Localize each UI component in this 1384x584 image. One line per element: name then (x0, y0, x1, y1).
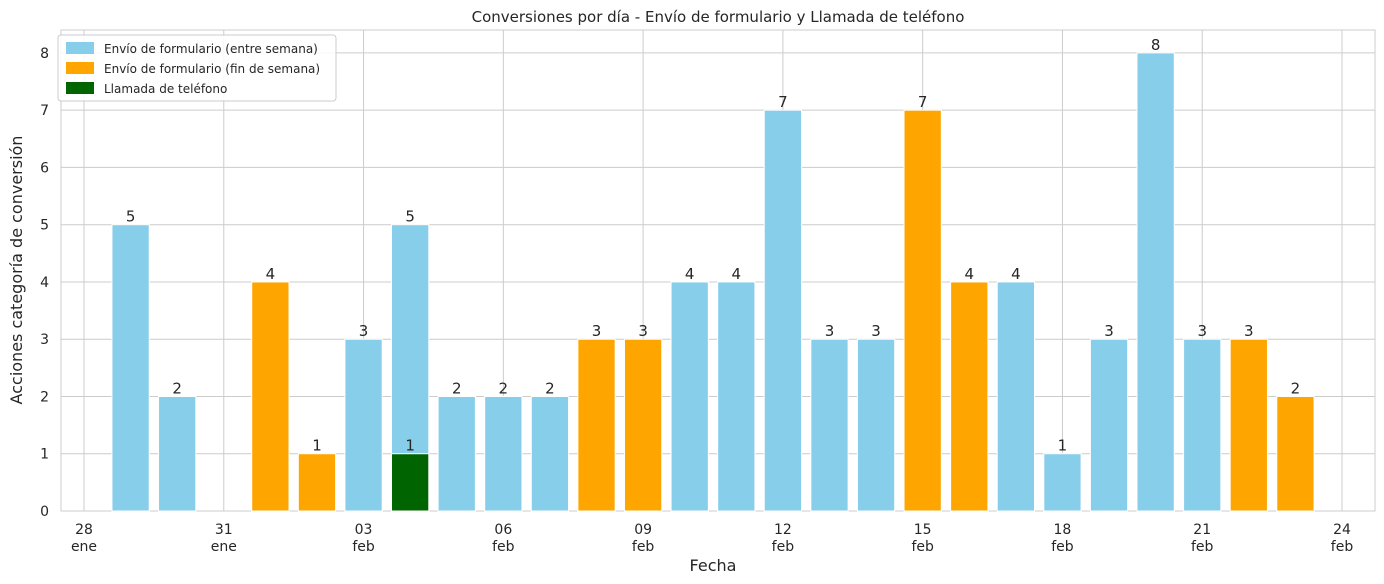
bar (484, 395, 523, 512)
bar-value-label: 4 (1011, 265, 1021, 283)
bar (1089, 338, 1129, 512)
chart-title: Conversiones por día - Envío de formular… (472, 8, 965, 26)
x-tick-day: 24 (1333, 522, 1351, 538)
bar-value-label: 1 (405, 437, 415, 455)
bar (111, 224, 150, 512)
x-tick-month: ene (211, 539, 237, 555)
bar (530, 395, 570, 512)
legend: Envío de formulario (entre semana) Envío… (57, 34, 337, 102)
bar-value-label: 3 (871, 322, 881, 340)
bars (111, 52, 1315, 512)
bar-value-label: 2 (545, 379, 555, 397)
bar (391, 453, 430, 512)
y-tick-label: 5 (40, 218, 49, 234)
legend-label-weekday: Envío de formulario (entre semana) (104, 42, 318, 56)
x-tick-month: feb (1051, 539, 1074, 555)
y-tick-label: 7 (40, 103, 49, 119)
bar-value-label: 4 (964, 265, 974, 283)
y-tick-label: 1 (40, 447, 49, 463)
bar-value-label: 3 (638, 322, 648, 340)
bar-value-label: 8 (1151, 36, 1161, 54)
y-tick-label: 3 (40, 332, 49, 348)
bar-value-label: 1 (1058, 437, 1068, 455)
x-tick-month: ene (71, 539, 97, 555)
bar-value-label: 5 (126, 208, 136, 226)
bar (1276, 395, 1315, 512)
bar-value-label: 3 (1197, 322, 1207, 340)
legend-swatch-phone (66, 82, 94, 94)
legend-box (57, 34, 337, 102)
x-tick-month: feb (492, 539, 515, 555)
bar (1229, 338, 1268, 512)
bar (1183, 338, 1222, 512)
legend-label-weekend: Envío de formulario (fin de semana) (104, 62, 320, 76)
x-tick-month: feb (352, 539, 375, 555)
x-tick-day: 06 (494, 522, 512, 538)
bar (903, 109, 942, 512)
y-axis-ticks: 0 1 2 3 4 5 6 7 8 (40, 46, 49, 520)
y-axis-label: Acciones categoría de conversión (7, 136, 26, 405)
x-tick-day: 03 (355, 522, 373, 538)
bar-value-label: 3 (359, 322, 369, 340)
bar (810, 338, 849, 512)
y-tick-label: 0 (40, 504, 49, 520)
x-tick-month: feb (1331, 539, 1354, 555)
x-tick-month: feb (772, 539, 795, 555)
bar-value-label: 2 (452, 379, 462, 397)
x-tick-day: 09 (634, 522, 652, 538)
bar (1043, 453, 1082, 512)
x-tick-day: 15 (914, 522, 932, 538)
bar-value-label: 4 (732, 265, 742, 283)
y-tick-label: 4 (40, 275, 49, 291)
bar-value-label: 1 (312, 437, 322, 455)
x-tick-day: 21 (1193, 522, 1211, 538)
x-tick-day: 28 (75, 522, 93, 538)
x-tick-month: feb (1191, 539, 1214, 555)
bar (763, 109, 803, 512)
bar-value-label: 3 (1104, 322, 1114, 340)
y-tick-label: 8 (40, 46, 49, 62)
bar (437, 395, 476, 512)
bar (251, 281, 290, 512)
bar-value-label: 2 (172, 379, 182, 397)
bar-value-label: 3 (1244, 322, 1254, 340)
x-axis-label: Fecha (690, 556, 737, 575)
y-tick-label: 2 (40, 389, 49, 405)
bar (297, 453, 337, 512)
bar (1136, 52, 1175, 512)
bar (577, 338, 616, 512)
bar-value-label: 7 (918, 93, 928, 111)
bar (856, 338, 896, 512)
bar (158, 395, 197, 512)
bar-value-label: 2 (499, 379, 509, 397)
bar (950, 281, 989, 512)
x-tick-day: 18 (1054, 522, 1072, 538)
bar-value-label: 2 (1291, 379, 1301, 397)
bar-value-label: 4 (266, 265, 276, 283)
x-tick-month: feb (911, 539, 934, 555)
bar-value-label: 7 (778, 93, 788, 111)
bar (623, 338, 663, 512)
legend-swatch-weekday (66, 42, 94, 54)
x-tick-day: 12 (774, 522, 792, 538)
legend-label-phone: Llamada de teléfono (104, 82, 227, 96)
legend-swatch-weekend (66, 62, 94, 74)
bar (996, 281, 1035, 512)
bar-value-label: 3 (825, 322, 835, 340)
bar-value-label: 3 (592, 322, 602, 340)
bar (717, 281, 756, 512)
bar (344, 338, 383, 512)
bar-value-label: 5 (405, 208, 415, 226)
x-tick-month: feb (632, 539, 655, 555)
x-axis-ticks: 28ene31ene03feb06feb09feb12feb15feb18feb… (71, 522, 1353, 555)
bar (670, 281, 709, 512)
x-tick-day: 31 (215, 522, 233, 538)
bar-value-label: 4 (685, 265, 695, 283)
y-tick-label: 6 (40, 160, 49, 176)
